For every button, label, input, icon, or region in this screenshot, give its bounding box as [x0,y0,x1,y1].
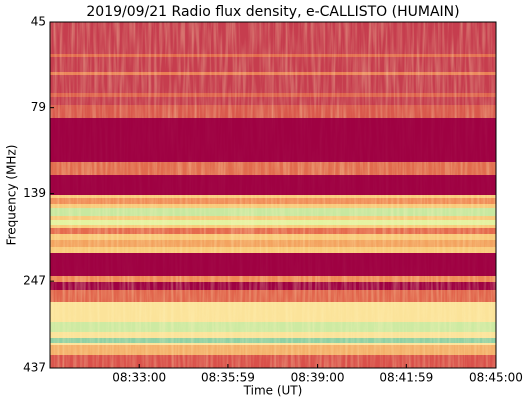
y-tick-label: 247 [23,274,46,288]
x-tick-label: 08:33:00 [112,371,166,385]
y-tick-label: 437 [23,361,46,375]
spectrogram [50,22,496,368]
y-axis-label: Frequency (MHz) [5,145,19,246]
y-tick-label: 45 [31,15,46,29]
y-tick-label: 139 [23,186,46,200]
x-tick-label: 08:35:59 [201,371,255,385]
y-tick-label: 79 [31,100,46,114]
x-axis-label: Time (UT) [243,384,303,398]
chart-title: 2019/09/21 Radio flux density, e-CALLIST… [86,4,459,20]
x-tick-label: 08:39:00 [291,371,345,385]
x-tick-label: 08:41:59 [379,371,433,385]
plot-frame [49,21,497,369]
x-tick-label: 08:45:00 [469,371,523,385]
